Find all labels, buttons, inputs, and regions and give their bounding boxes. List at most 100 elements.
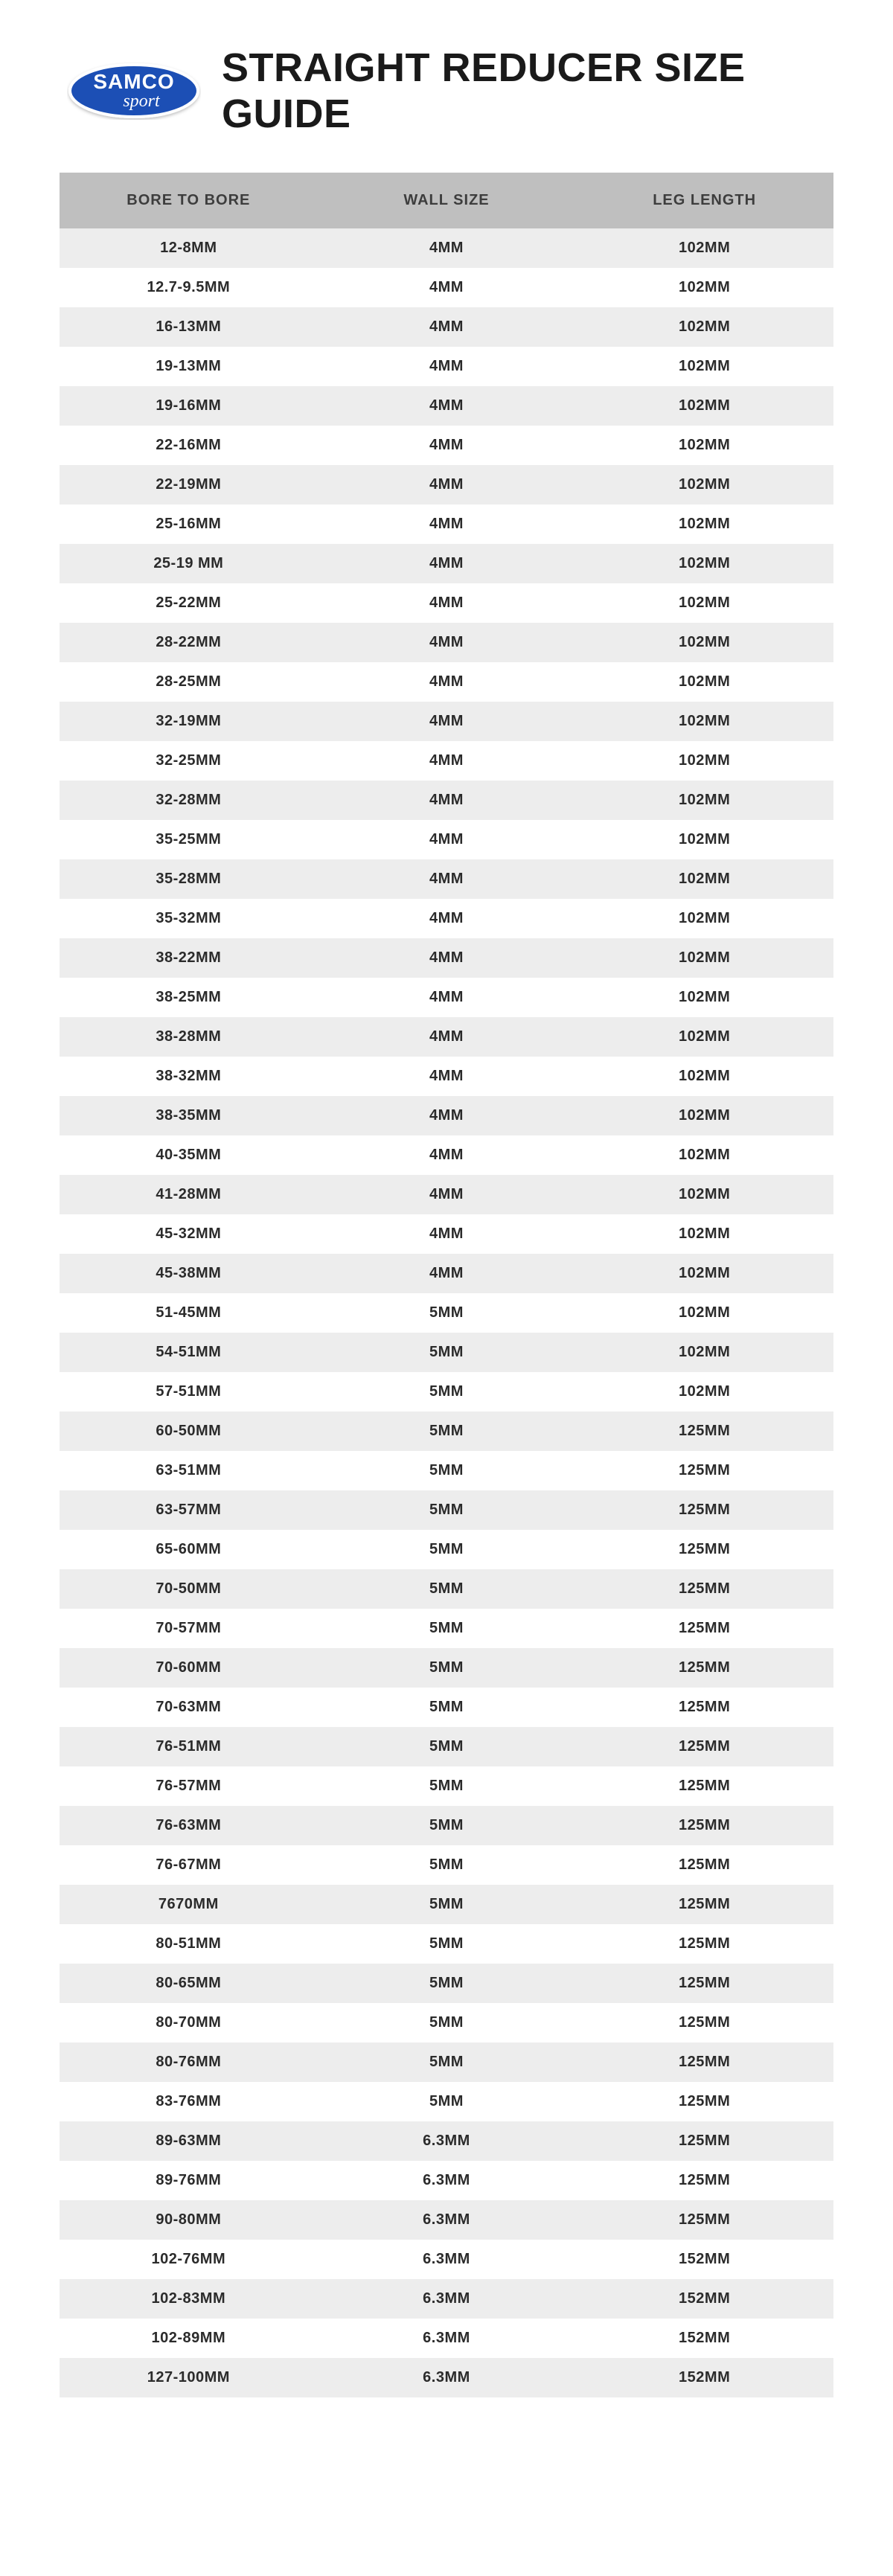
table-cell: 102MM — [575, 899, 833, 938]
table-row: 45-38MM4MM102MM — [60, 1254, 833, 1293]
table-cell: 4MM — [318, 504, 576, 544]
table-cell: 102MM — [575, 1096, 833, 1135]
table-cell: 5MM — [318, 2082, 576, 2121]
table-row: 35-28MM4MM102MM — [60, 859, 833, 899]
table-cell: 4MM — [318, 702, 576, 741]
table-cell: 45-32MM — [60, 1214, 318, 1254]
table-cell: 5MM — [318, 1648, 576, 1688]
table-cell: 4MM — [318, 978, 576, 1017]
table-cell: 102MM — [575, 228, 833, 268]
table-cell: 12-8MM — [60, 228, 318, 268]
table-cell: 5MM — [318, 1412, 576, 1451]
table-row: 83-76MM5MM125MM — [60, 2082, 833, 2121]
table-cell: 125MM — [575, 1609, 833, 1648]
table-cell: 125MM — [575, 1766, 833, 1806]
table-cell: 102MM — [575, 781, 833, 820]
table-cell: 102-83MM — [60, 2279, 318, 2319]
table-cell: 4MM — [318, 426, 576, 465]
table-cell: 125MM — [575, 2121, 833, 2161]
page-title: STRAIGHT REDUCER SIZE GUIDE — [222, 45, 833, 137]
table-row: 19-13MM4MM102MM — [60, 347, 833, 386]
table-cell: 102MM — [575, 1254, 833, 1293]
table-row: 40-35MM4MM102MM — [60, 1135, 833, 1175]
table-cell: 102MM — [575, 820, 833, 859]
table-cell: 4MM — [318, 820, 576, 859]
table-cell: 38-28MM — [60, 1017, 318, 1057]
table-row: 63-51MM5MM125MM — [60, 1451, 833, 1490]
col-header-wall: WALL SIZE — [318, 173, 576, 228]
table-cell: 83-76MM — [60, 2082, 318, 2121]
table-cell: 102-76MM — [60, 2240, 318, 2279]
table-cell: 102MM — [575, 268, 833, 307]
table-row: 70-50MM5MM125MM — [60, 1569, 833, 1609]
table-cell: 125MM — [575, 1569, 833, 1609]
table-cell: 5MM — [318, 1451, 576, 1490]
table-row: 22-19MM4MM102MM — [60, 465, 833, 504]
table-cell: 76-51MM — [60, 1727, 318, 1766]
table-cell: 125MM — [575, 2161, 833, 2200]
table-cell: 5MM — [318, 1490, 576, 1530]
table-cell: 5MM — [318, 1293, 576, 1333]
table-cell: 57-51MM — [60, 1372, 318, 1412]
svg-text:sport: sport — [123, 92, 161, 111]
table-cell: 4MM — [318, 268, 576, 307]
table-cell: 152MM — [575, 2240, 833, 2279]
table-cell: 102MM — [575, 1372, 833, 1412]
table-cell: 80-76MM — [60, 2042, 318, 2082]
table-cell: 102MM — [575, 1175, 833, 1214]
table-cell: 5MM — [318, 1727, 576, 1766]
table-row: 25-22MM4MM102MM — [60, 583, 833, 623]
table-cell: 102MM — [575, 978, 833, 1017]
table-cell: 125MM — [575, 2003, 833, 2042]
table-row: 22-16MM4MM102MM — [60, 426, 833, 465]
table-row: 16-13MM4MM102MM — [60, 307, 833, 347]
table-cell: 4MM — [318, 1135, 576, 1175]
table-row: 19-16MM4MM102MM — [60, 386, 833, 426]
table-cell: 4MM — [318, 781, 576, 820]
table-cell: 125MM — [575, 1845, 833, 1885]
table-cell: 6.3MM — [318, 2161, 576, 2200]
table-cell: 60-50MM — [60, 1412, 318, 1451]
table-row: 60-50MM5MM125MM — [60, 1412, 833, 1451]
table-cell: 7670MM — [60, 1885, 318, 1924]
table-cell: 4MM — [318, 583, 576, 623]
table-cell: 5MM — [318, 1333, 576, 1372]
table-row: 80-76MM5MM125MM — [60, 2042, 833, 2082]
table-row: 76-57MM5MM125MM — [60, 1766, 833, 1806]
table-cell: 4MM — [318, 741, 576, 781]
table-cell: 102MM — [575, 347, 833, 386]
table-cell: 102MM — [575, 386, 833, 426]
table-cell: 70-63MM — [60, 1688, 318, 1727]
table-cell: 4MM — [318, 1017, 576, 1057]
table-row: 89-76MM6.3MM125MM — [60, 2161, 833, 2200]
table-cell: 5MM — [318, 1688, 576, 1727]
table-cell: 16-13MM — [60, 307, 318, 347]
table-cell: 19-13MM — [60, 347, 318, 386]
table-cell: 35-28MM — [60, 859, 318, 899]
table-cell: 4MM — [318, 347, 576, 386]
table-row: 76-51MM5MM125MM — [60, 1727, 833, 1766]
table-cell: 102MM — [575, 741, 833, 781]
table-row: 28-22MM4MM102MM — [60, 623, 833, 662]
table-cell: 125MM — [575, 1490, 833, 1530]
page-header: SAMCO sport STRAIGHT REDUCER SIZE GUIDE — [60, 45, 833, 137]
table-cell: 5MM — [318, 1372, 576, 1412]
table-cell: 6.3MM — [318, 2200, 576, 2240]
table-row: 41-28MM4MM102MM — [60, 1175, 833, 1214]
table-row: 45-32MM4MM102MM — [60, 1214, 833, 1254]
table-cell: 5MM — [318, 1885, 576, 1924]
table-row: 127-100MM6.3MM152MM — [60, 2358, 833, 2397]
table-header-row: BORE TO BORE WALL SIZE LEG LENGTH — [60, 173, 833, 228]
table-cell: 5MM — [318, 1964, 576, 2003]
table-cell: 38-25MM — [60, 978, 318, 1017]
table-row: 57-51MM5MM102MM — [60, 1372, 833, 1412]
table-cell: 89-76MM — [60, 2161, 318, 2200]
table-cell: 76-57MM — [60, 1766, 318, 1806]
table-cell: 125MM — [575, 1648, 833, 1688]
table-cell: 152MM — [575, 2279, 833, 2319]
table-cell: 102-89MM — [60, 2319, 318, 2358]
table-row: 80-51MM5MM125MM — [60, 1924, 833, 1964]
table-cell: 63-51MM — [60, 1451, 318, 1490]
table-row: 25-19 MM4MM102MM — [60, 544, 833, 583]
table-cell: 152MM — [575, 2358, 833, 2397]
